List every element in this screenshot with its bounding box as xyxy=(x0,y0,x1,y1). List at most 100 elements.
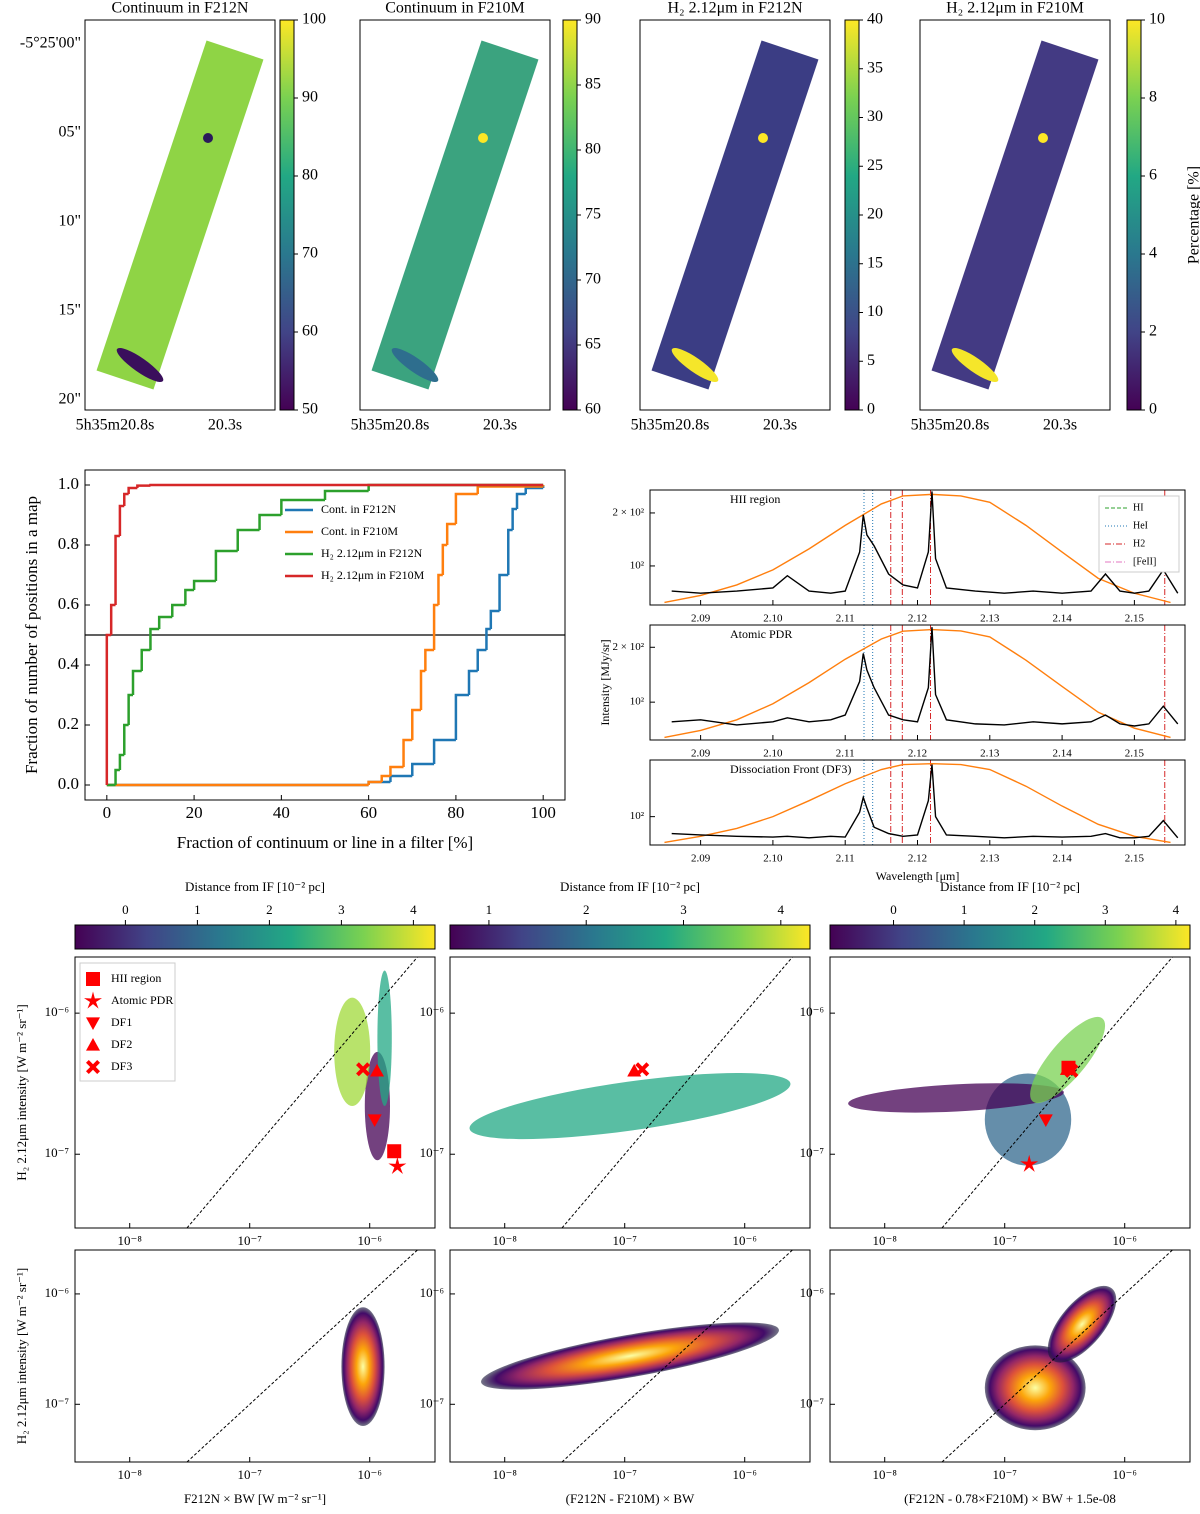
x-tick-label: 5h35m20.8s xyxy=(911,417,990,434)
step-segment xyxy=(454,492,478,524)
step-segment xyxy=(127,693,133,725)
legend-box xyxy=(79,962,176,1082)
y-tick-label: 10² xyxy=(630,810,645,822)
map-feature xyxy=(391,347,439,383)
legend-label: Cont. in F212N xyxy=(321,502,396,516)
legend-label: Cont. in F210M xyxy=(321,524,398,538)
marker xyxy=(369,1063,384,1077)
colorbar xyxy=(1126,19,1142,411)
colorbar-tick-label: 70 xyxy=(302,245,318,262)
x-tick-label: 2.09 xyxy=(691,613,711,625)
colorbar-tick-label: 4 xyxy=(1149,245,1157,262)
legend-label: H₂ 2.12μm in F212N xyxy=(321,546,423,560)
colorbar-tick-label: 4 xyxy=(1173,902,1180,917)
marker xyxy=(1038,1114,1053,1127)
x-tick-label: 10⁻⁷ xyxy=(613,1233,637,1248)
step-segment xyxy=(507,528,513,575)
x-axis-label: F212N × BW [W m⁻² sr⁻¹] xyxy=(184,1491,326,1506)
x-tick-label: 2.11 xyxy=(836,853,855,865)
x-tick-label: 2.14 xyxy=(1052,613,1072,625)
colorbar-tick-label: 0 xyxy=(890,902,897,917)
density-cloud xyxy=(848,1083,1064,1113)
x-tick-label: 2.15 xyxy=(1125,853,1145,865)
colorbar-label: Distance from IF [10⁻² pc] xyxy=(940,879,1080,894)
colorbar xyxy=(562,19,578,411)
map-image xyxy=(96,40,264,390)
marker xyxy=(1020,1154,1039,1172)
axes-frame xyxy=(649,624,1186,741)
x-tick-label: 80 xyxy=(447,803,464,822)
axes-frame xyxy=(919,19,1111,411)
colorbar-tick-label: 80 xyxy=(302,167,318,184)
colorbar-label: Percentage [%] xyxy=(1186,166,1200,264)
step-segment xyxy=(515,492,526,509)
x-tick-label: 2.09 xyxy=(691,853,711,865)
spectrum-line xyxy=(664,493,1171,604)
density-cloud xyxy=(334,997,371,1107)
map-feature xyxy=(478,133,488,143)
map-title: Continuum in F212N xyxy=(112,0,249,17)
panel-label: Dissociation Front (DF3) xyxy=(730,762,851,776)
density-cloud xyxy=(481,1322,779,1390)
step-segment xyxy=(131,669,142,695)
axes-frame xyxy=(359,19,551,411)
step-segment xyxy=(123,723,129,755)
density-cloud xyxy=(1047,1285,1117,1363)
map-image xyxy=(931,40,1099,390)
axes-frame xyxy=(449,956,811,1229)
x-tick-label: 5h35m20.8s xyxy=(631,417,710,434)
colorbar-tick-label: 40 xyxy=(867,11,883,28)
step-segment xyxy=(236,528,260,551)
marker xyxy=(84,991,102,1009)
x-tick-label: 5h35m20.8s xyxy=(351,417,430,434)
x-tick-label: 2.15 xyxy=(1125,748,1145,760)
marker xyxy=(86,1017,100,1030)
colorbar-tick-label: 20 xyxy=(867,206,883,223)
marker xyxy=(86,972,100,986)
map-image xyxy=(371,40,539,390)
colorbar-tick-label: 6 xyxy=(1149,167,1157,184)
step-segment xyxy=(467,669,478,695)
step-segment xyxy=(454,693,469,740)
colorbar-tick-label: 8 xyxy=(1149,89,1157,106)
map-feature xyxy=(1038,133,1048,143)
spectrum-line xyxy=(671,627,1179,727)
colorbar-label: Distance from IF [10⁻² pc] xyxy=(185,879,325,894)
y-tick-label: 10⁻⁷ xyxy=(420,1395,444,1410)
step-segment xyxy=(432,738,456,764)
x-tick-label: 2.15 xyxy=(1125,613,1145,625)
colorbar-tick-label: 2 xyxy=(1149,323,1157,340)
colorbar-tick-label: 85 xyxy=(585,76,601,93)
colorbar-tick-label: 1 xyxy=(194,902,201,917)
x-tick-label: 40 xyxy=(273,803,290,822)
y-tick-label: 0.8 xyxy=(58,534,79,553)
x-tick-label: 10⁻⁷ xyxy=(993,1233,1017,1248)
x-tick-label: 10⁻⁸ xyxy=(118,1233,143,1248)
step-segment xyxy=(389,765,404,776)
legend-label: HI xyxy=(1133,502,1144,513)
map-strip xyxy=(931,40,1099,390)
step-segment xyxy=(489,609,500,629)
x-tick-label: 2.13 xyxy=(980,613,1000,625)
x-tick-label: 10⁻⁸ xyxy=(873,1467,898,1482)
y-tick-label: 10⁻⁶ xyxy=(800,1004,824,1019)
map-title: H₂ 2.12μm in F210M xyxy=(946,0,1084,17)
x-tick-label: 2.10 xyxy=(763,613,783,625)
step-segment xyxy=(476,648,487,671)
map-image xyxy=(651,40,819,390)
y-tick-label: 10" xyxy=(58,213,81,230)
one-to-one-line xyxy=(941,956,1173,1229)
step-segment xyxy=(432,603,439,650)
colorbar-tick-label: 80 xyxy=(585,141,601,158)
colorbar xyxy=(844,19,860,411)
colorbar xyxy=(829,924,1191,950)
colorbar-tick-label: 3 xyxy=(680,902,687,917)
x-tick-label: 2.12 xyxy=(908,613,927,625)
y-tick-label: 10⁻⁶ xyxy=(45,1285,69,1300)
legend-label: HII region xyxy=(111,971,161,985)
x-tick-label: 60 xyxy=(360,803,377,822)
y-axis-label: Intensity [MJy/sr] xyxy=(598,639,612,725)
y-tick-label: 0.6 xyxy=(58,594,79,613)
map-feature xyxy=(671,347,719,383)
